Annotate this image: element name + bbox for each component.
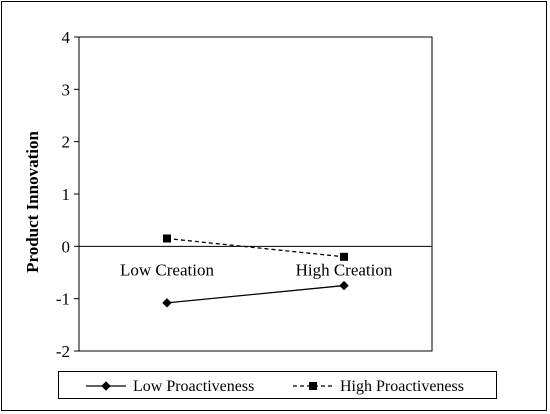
y-axis-ticks: 4 3 2 1 0 -1 -2 — [56, 28, 79, 361]
legend: Low Proactiveness High Proactiveness — [58, 371, 497, 399]
y-tick-label: -1 — [56, 290, 70, 309]
category-label: Low Creation — [120, 260, 214, 279]
y-tick-label: 2 — [62, 133, 71, 152]
series-1 — [163, 234, 348, 261]
y-tick-label: 0 — [62, 237, 71, 256]
data-point — [340, 252, 348, 261]
series-layer — [162, 234, 349, 308]
legend-marker — [101, 381, 111, 391]
y-tick-label: 1 — [62, 185, 71, 204]
legend-svg: Low Proactiveness High Proactiveness — [86, 378, 464, 395]
legend-items: Low Proactiveness High Proactiveness — [86, 378, 464, 395]
legend-label: High Proactiveness — [340, 378, 464, 395]
data-point — [339, 280, 349, 291]
legend-item-0: Low Proactiveness — [86, 378, 254, 395]
legend-marker — [309, 382, 317, 390]
series-line — [166, 237, 345, 258]
category-labels: Low Creation High Creation — [120, 260, 393, 279]
legend-label: Low Proactiveness — [133, 378, 254, 395]
y-axis-title: Product Innovation — [23, 131, 42, 273]
y-tick-label: 4 — [62, 28, 71, 47]
category-label: High Creation — [296, 260, 393, 279]
y-tick-label: 3 — [62, 80, 71, 99]
plot-area: 4 3 2 1 0 -1 -2 Low Creation High Creation — [56, 28, 433, 361]
legend-item-1: High Proactiveness — [293, 378, 464, 395]
series-line — [166, 284, 345, 304]
y-tick-label: -2 — [56, 342, 70, 361]
data-point — [163, 234, 171, 243]
series-0 — [162, 280, 349, 308]
plot-border — [78, 36, 433, 352]
data-point — [162, 298, 172, 308]
